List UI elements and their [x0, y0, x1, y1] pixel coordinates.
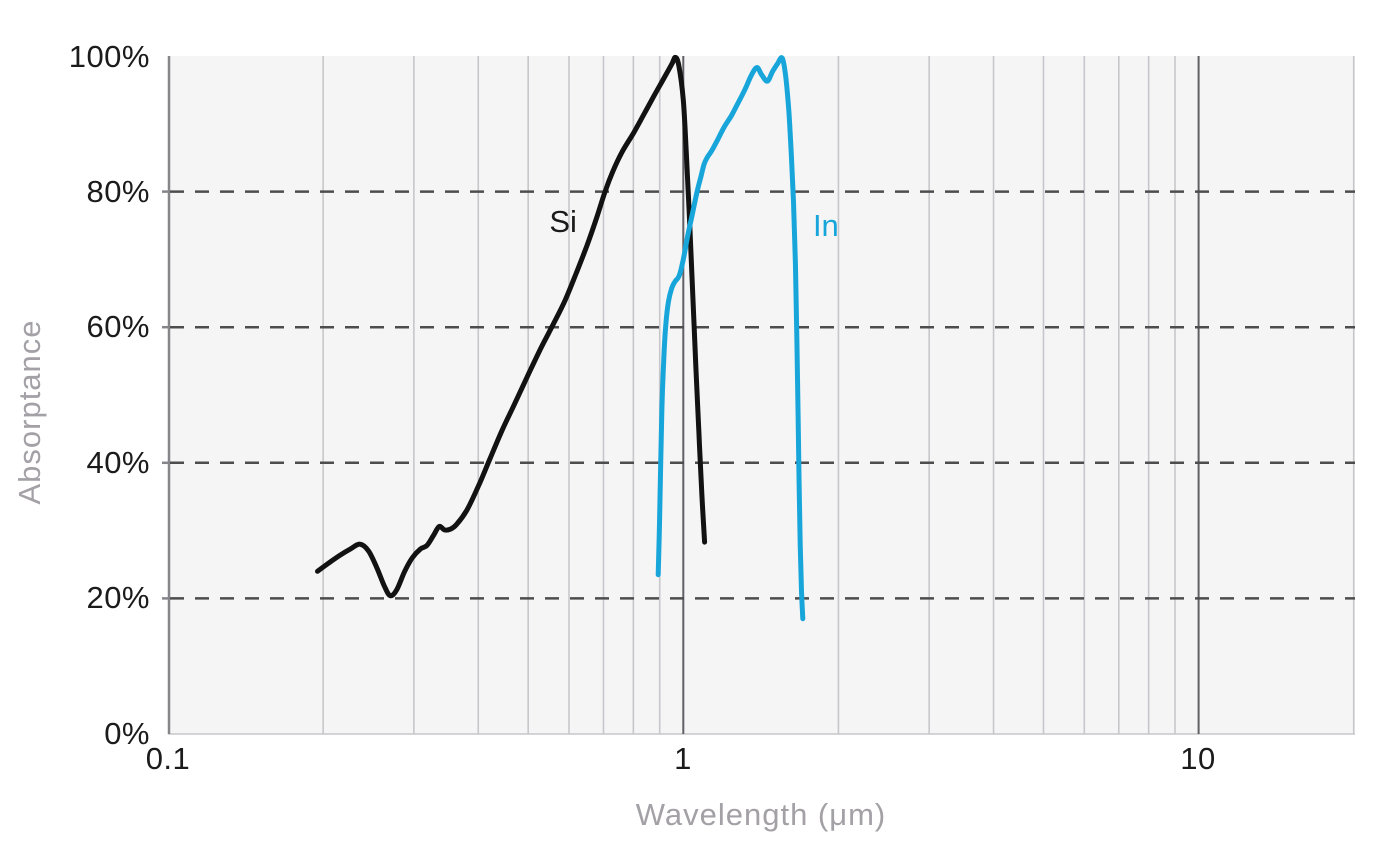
- x-tick-0p1: 0.1: [145, 741, 191, 776]
- x-tick-1: 1: [674, 741, 692, 776]
- x-axis-title: Wavelength (μm): [635, 797, 887, 832]
- y-tick-20: 20%: [86, 580, 150, 615]
- y-tick-0: 0%: [104, 716, 150, 751]
- y-tick-60: 60%: [86, 309, 150, 344]
- y-tick-100: 100%: [68, 39, 150, 74]
- y-tick-40: 40%: [86, 445, 150, 480]
- y-axis-title: Absorptance: [12, 319, 47, 505]
- in-curve-label: In: [812, 207, 839, 243]
- x-tick-10: 10: [1180, 741, 1216, 776]
- si-curve-label: Si: [549, 204, 577, 240]
- y-tick-80: 80%: [86, 174, 150, 209]
